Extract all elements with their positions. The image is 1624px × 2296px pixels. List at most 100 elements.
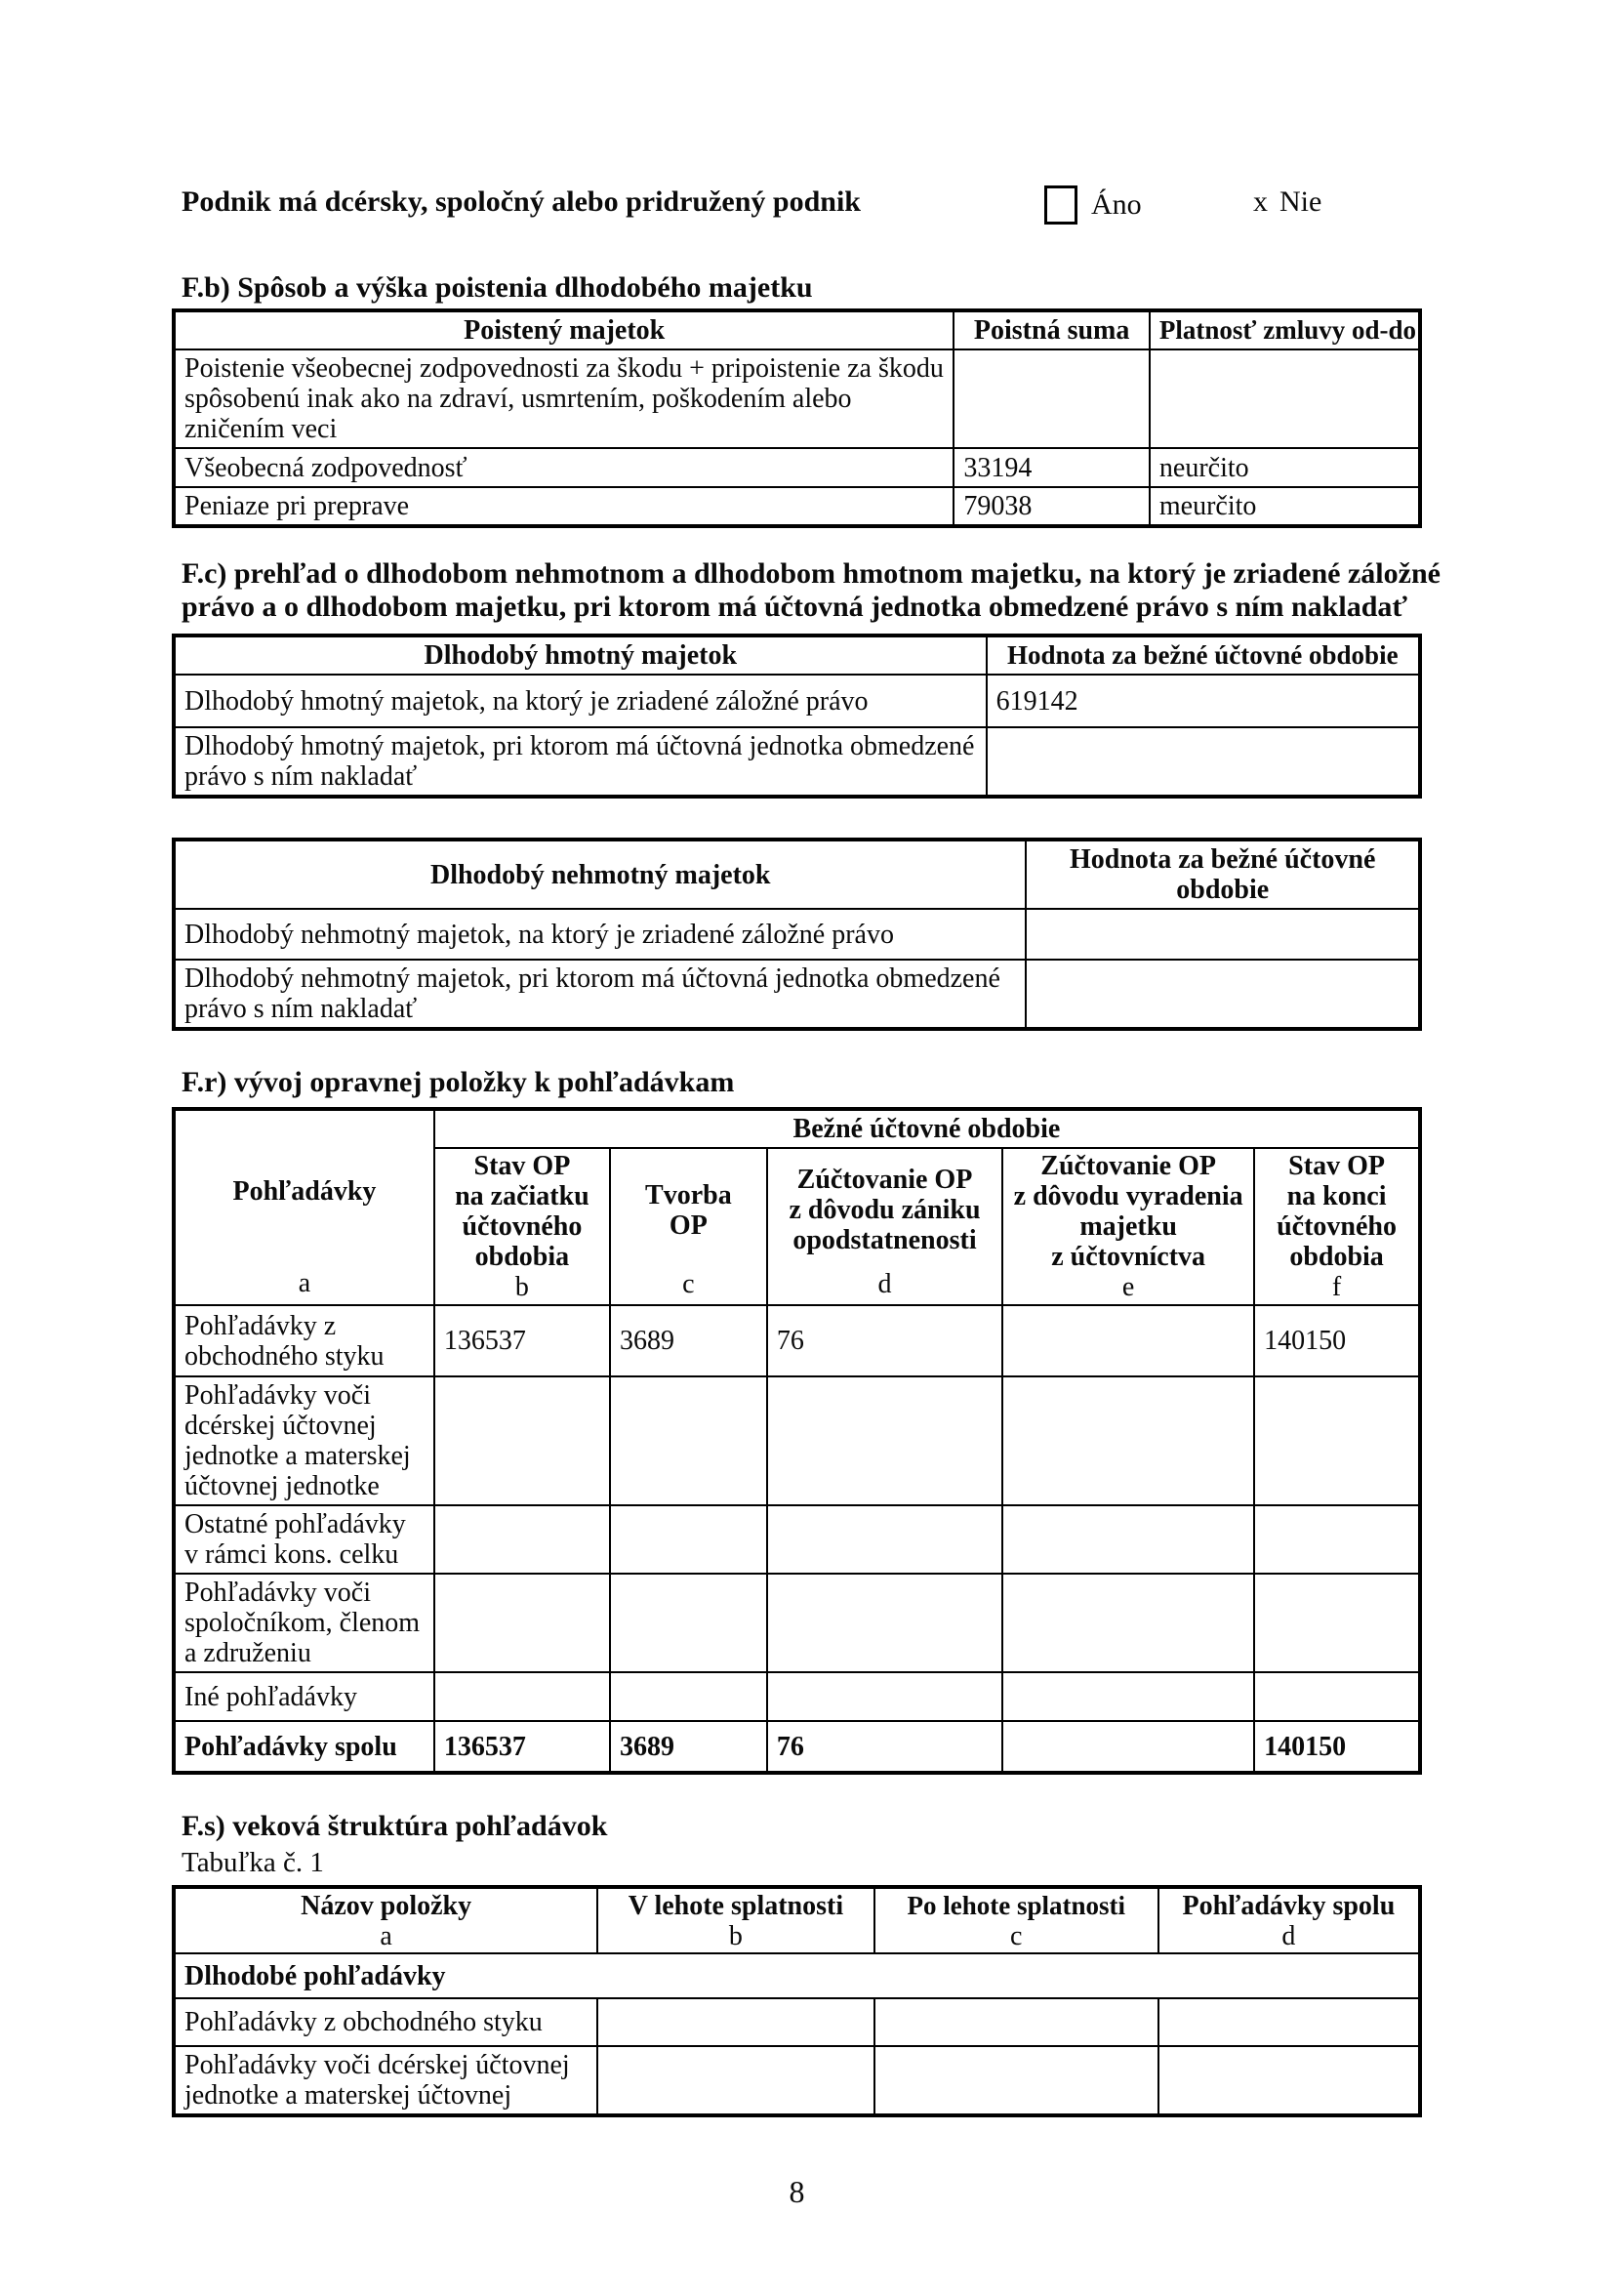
fr-cell-c: 3689: [608, 1304, 768, 1377]
fb-header-validity: Platnosť zmluvy od-do: [1148, 309, 1422, 350]
fr-cell-f: [1253, 1375, 1421, 1506]
fr-cell-d: [765, 1573, 1004, 1673]
fc-intangible-assets-table: Dlhodobý nehmotný majetok Hodnota za bež…: [172, 838, 1422, 1031]
fs-cell-name: Pohľadávky z obchodného styku: [172, 1997, 599, 2047]
fr-group-header: Bežné účtovné obdobie: [432, 1108, 1422, 1149]
fc-cell-name: Dlhodobý hmotný majetok, na ktorý je zri…: [173, 674, 988, 728]
fc-tangible-assets-table: Dlhodobý hmotný majetok Hodnota za bežné…: [172, 634, 1422, 799]
table-row: Pohľadávky voči dcérskej účtovnej jednot…: [172, 2045, 1422, 2116]
fr-cell-f: [1253, 1504, 1421, 1575]
choice-no: x Nie: [1253, 185, 1321, 219]
section-fs-subtitle: Tabuľka č. 1: [182, 1847, 324, 1878]
page-content: Podnik má dcérsky, spoločný alebo pridru…: [172, 185, 1441, 2210]
fr-col-header-a: Pohľadávky a: [173, 1108, 435, 1306]
fb-cell-sum: 79038: [953, 486, 1151, 527]
fr-cell-f: [1253, 1671, 1421, 1722]
fr-cell-d: 76: [765, 1720, 1004, 1774]
no-marker: x: [1253, 185, 1268, 218]
fs-age-structure-table: Názov položky a V lehote splatnosti b Po…: [172, 1885, 1422, 2117]
fr-cell-name: Ostatné pohľadávky v rámci kons. celku: [173, 1504, 435, 1575]
fb-header-insured-sum: Poistná suma: [953, 309, 1151, 350]
fs-col-header-a: Názov položky a: [172, 1886, 599, 1954]
table-row: Všeobecná zodpovednosť 33194 neurčito: [172, 447, 1422, 488]
table-header-row: Dlhodobý hmotný majetok Hodnota za bežné…: [173, 635, 1422, 676]
fr-cell-b: [432, 1504, 611, 1575]
fr-col-header-b: Stav OP na začiatku účtovného obdobia b: [432, 1147, 611, 1306]
table-row: Dlhodobý nehmotný majetok, pri ktorom má…: [172, 959, 1421, 1030]
section-fc-title: F.c) prehľad o dlhodobom nehmotnom a dlh…: [182, 557, 1441, 623]
fs-cell-name: Pohľadávky voči dcérskej účtovnej jednot…: [172, 2045, 599, 2116]
fr-cell-e: [1001, 1304, 1256, 1377]
fb-cell-name: Poistenie všeobecnej zodpovednosti za šk…: [172, 348, 955, 449]
table-row: Pohľadávky voči spoločníkom, členom a zd…: [173, 1573, 1421, 1673]
fr-provisions-table: Pohľadávky a Bežné účtovné obdobie Stav …: [172, 1107, 1422, 1775]
fr-col-header-c: Tvorba OP c: [608, 1147, 768, 1306]
fr-cell-e: [1001, 1375, 1256, 1506]
table-header-row: Poistený majetok Poistná suma Platnosť z…: [172, 309, 1422, 350]
fr-cell-f: 140150: [1253, 1720, 1421, 1774]
fr-col-a-label: Pohľadávky: [232, 1175, 377, 1207]
fb-insurance-table: Poistený majetok Poistná suma Platnosť z…: [172, 308, 1422, 528]
choice-yes: Áno: [1044, 185, 1142, 225]
fs-col-header-d: Pohľadávky spolu d: [1157, 1886, 1422, 1954]
fs-cell-c: [873, 1997, 1159, 2047]
fr-cell-d: [765, 1504, 1004, 1575]
fr-cell-e: [1001, 1504, 1256, 1575]
fr-col-header-e: Zúčtovanie OP z dôvodu vyradenia majetku…: [1001, 1147, 1256, 1306]
fc-header-tangible: Dlhodobý hmotný majetok: [173, 635, 988, 676]
fr-cell-name: Pohľadávky z obchodného styku: [173, 1304, 435, 1377]
fs-col-header-c: Po lehote splatnosti c: [873, 1886, 1159, 1954]
fb-cell-validity: neurčito: [1148, 447, 1422, 488]
table-row: Peniaze pri preprave 79038 meurčito: [172, 486, 1422, 527]
fr-cell-name: Pohľadávky spolu: [173, 1720, 435, 1774]
fs-cell-b: [596, 2045, 875, 2116]
fc-header-intangible: Dlhodobý nehmotný majetok: [172, 839, 1028, 910]
fr-cell-e: [1001, 1720, 1256, 1774]
table-row: Dlhodobý hmotný majetok, pri ktorom má ú…: [173, 726, 1422, 798]
fc-cell-name: Dlhodobý nehmotný majetok, pri ktorom má…: [172, 959, 1028, 1030]
fr-cell-c: 3689: [608, 1720, 768, 1774]
fb-header-insured-asset: Poistený majetok: [172, 309, 955, 350]
fr-cell-f: [1253, 1573, 1421, 1673]
fr-cell-name: Iné pohľadávky: [173, 1671, 435, 1722]
table-header-row: Názov položky a V lehote splatnosti b Po…: [172, 1886, 1422, 1954]
fs-cell-c: [873, 2045, 1159, 2116]
table-row: Pohľadávky voči dcérskej účtovnej jednot…: [173, 1375, 1421, 1506]
fb-cell-validity: [1148, 348, 1422, 449]
section-fb-title: F.b) Spôsob a výška poistenia dlhodobého…: [182, 271, 813, 304]
fr-cell-c: [608, 1504, 768, 1575]
fs-group-label: Dlhodobé pohľadávky: [173, 1952, 1421, 1999]
checkbox-icon: [1044, 185, 1077, 225]
fc-cell-name: Dlhodobý nehmotný majetok, na ktorý je z…: [172, 908, 1028, 961]
page-number: 8: [789, 2174, 805, 2209]
fr-cell-b: [432, 1375, 611, 1506]
fc-header-value: Hodnota za bežné účtovné obdobie: [1025, 839, 1421, 910]
fc-cell-value: 619142: [985, 674, 1422, 728]
fr-cell-name: Pohľadávky voči dcérskej účtovnej jednot…: [173, 1375, 435, 1506]
fr-cell-c: [608, 1375, 768, 1506]
fs-cell-b: [596, 1997, 875, 2047]
fc-cell-name: Dlhodobý hmotný majetok, pri ktorom má ú…: [173, 726, 988, 798]
fr-cell-d: [765, 1671, 1004, 1722]
table-header-row: Dlhodobý nehmotný majetok Hodnota za bež…: [172, 839, 1421, 910]
subsidiary-statement: Podnik má dcérsky, spoločný alebo pridru…: [182, 185, 861, 218]
fs-col-header-b: V lehote splatnosti b: [596, 1886, 875, 1954]
fr-cell-name: Pohľadávky voči spoločníkom, členom a zd…: [173, 1573, 435, 1673]
no-label: Nie: [1279, 185, 1322, 218]
fs-cell-d: [1157, 2045, 1422, 2116]
table-row-total: Pohľadávky spolu 136537 3689 76 140150: [173, 1720, 1421, 1774]
fr-col-a-letter: a: [298, 1268, 311, 1298]
table-row: Pohľadávky z obchodného styku 136537 368…: [173, 1304, 1421, 1377]
fr-cell-f: 140150: [1253, 1304, 1421, 1377]
fr-col-header-d: Zúčtovanie OP z dôvodu zániku opodstatne…: [765, 1147, 1004, 1306]
subsidiary-question-row: Podnik má dcérsky, spoločný alebo pridru…: [172, 185, 1422, 225]
fr-col-header-f: Stav OP na konci účtovného obdobia f: [1253, 1147, 1421, 1306]
fr-cell-c: [608, 1573, 768, 1673]
fr-cell-d: [765, 1375, 1004, 1506]
fr-cell-e: [1001, 1573, 1256, 1673]
fc-header-value: Hodnota za bežné účtovné obdobie: [985, 635, 1422, 676]
table-row: Ostatné pohľadávky v rámci kons. celku: [173, 1504, 1421, 1575]
table-row: Dlhodobý hmotný majetok, na ktorý je zri…: [173, 674, 1422, 728]
fr-group-header-row: Pohľadávky a Bežné účtovné obdobie: [173, 1108, 1422, 1306]
